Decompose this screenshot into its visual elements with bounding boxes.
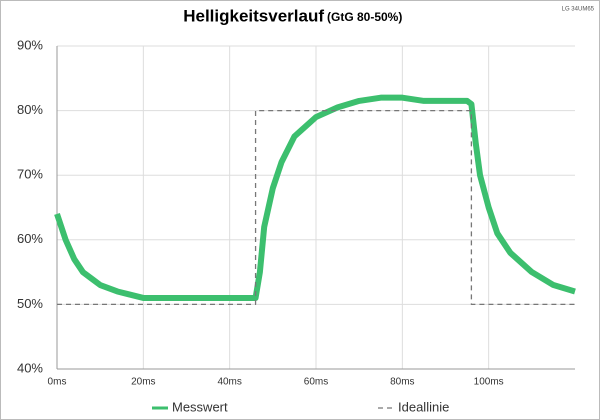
- x-tick-label: 0ms: [48, 377, 67, 388]
- y-tick-label: 50%: [17, 296, 43, 311]
- y-tick-label: 70%: [17, 167, 43, 182]
- x-tick-label: 80ms: [390, 377, 414, 388]
- x-tick-label: 60ms: [304, 377, 328, 388]
- chart-title: Helligkeitsverlauf: [183, 6, 324, 25]
- series-line: [57, 109, 575, 306]
- chart-subtitle: (GtG 80-50%): [327, 10, 402, 24]
- y-tick-label: 80%: [17, 102, 43, 117]
- y-tick-label: 90%: [17, 37, 43, 52]
- annotation: LG 34UM65: [562, 7, 595, 13]
- legend-label: Messwert: [172, 399, 228, 414]
- x-tick-label: 20ms: [131, 377, 155, 388]
- series-line: [54, 94, 576, 301]
- x-tick-label: 100ms: [474, 377, 504, 388]
- x-tick-label: 40ms: [217, 377, 241, 388]
- legend-label: Ideallinie: [398, 399, 449, 414]
- y-tick-label: 60%: [17, 231, 43, 246]
- y-tick-label: 40%: [17, 360, 43, 375]
